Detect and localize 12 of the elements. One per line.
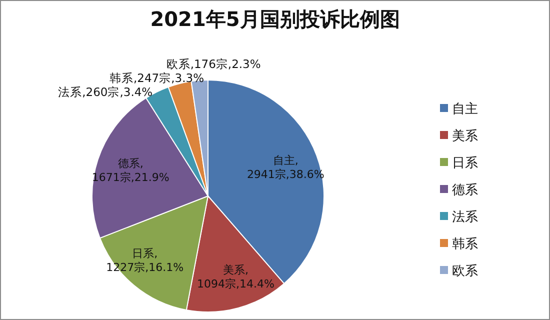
- data-label: 法系,260宗,3.4%: [58, 85, 153, 99]
- legend-label: 韩系: [452, 237, 478, 252]
- legend-label: 德系: [452, 183, 478, 198]
- legend-label: 欧系: [452, 264, 478, 279]
- chart-title: 2021年5月国别投诉比例图: [150, 7, 400, 31]
- legend-label: 日系: [452, 156, 478, 171]
- data-label: 美系,1094宗,14.4%: [197, 264, 274, 291]
- legend-label: 法系: [452, 210, 478, 225]
- legend-label: 自主: [452, 101, 478, 117]
- data-label: 韩系,247宗,3.3%: [110, 71, 204, 85]
- data-label: 欧系,176宗,2.3%: [166, 57, 261, 71]
- legend-label: 美系: [452, 128, 478, 144]
